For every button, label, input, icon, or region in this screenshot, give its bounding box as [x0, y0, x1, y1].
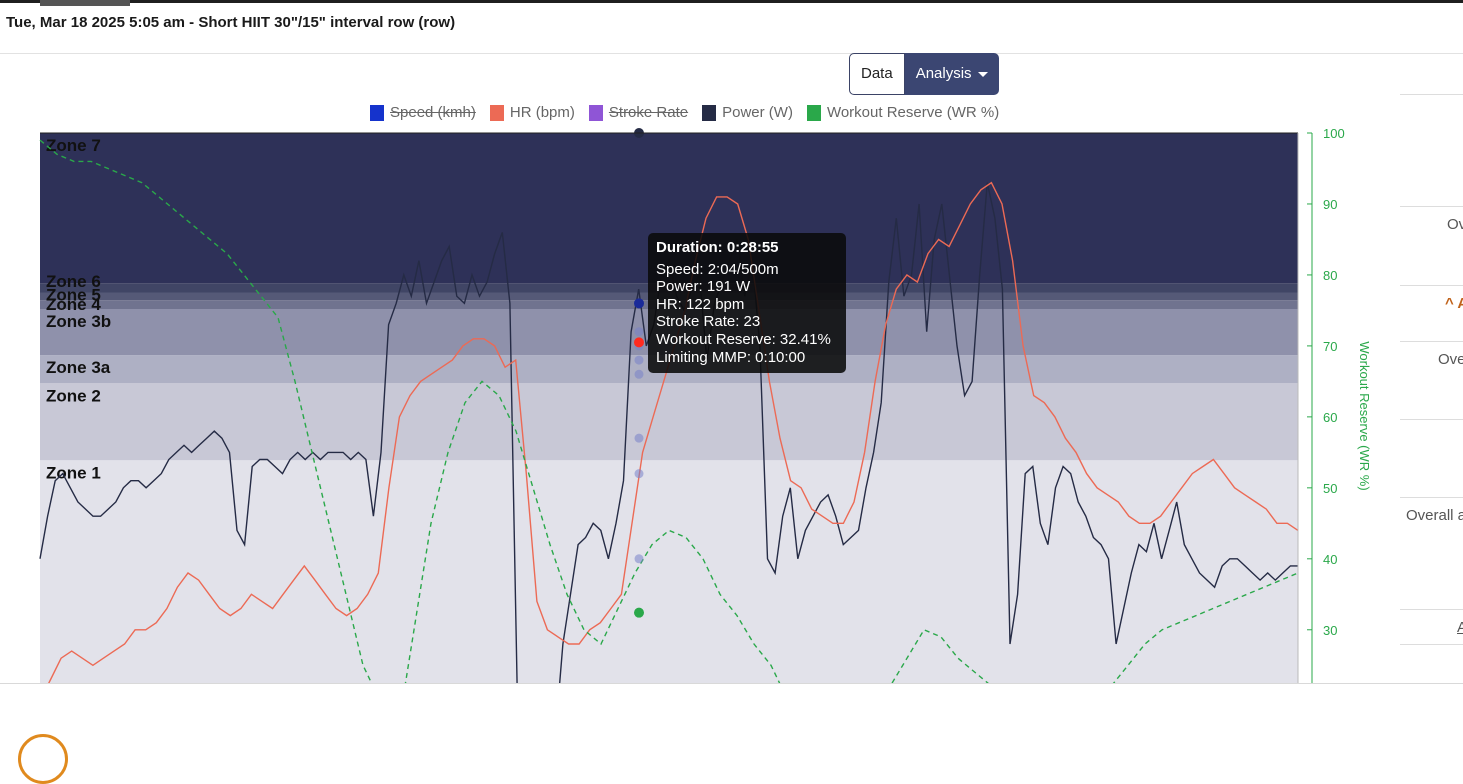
- right-axis-tick-label: 90: [1323, 197, 1337, 212]
- right-axis-label: Workout Reserve (WR %): [1357, 341, 1372, 490]
- right-axis-tick-label: 100: [1323, 126, 1345, 141]
- tooltip-line: Limiting MMP: 0:10:00: [656, 348, 806, 366]
- right-axis-tick-label: 80: [1323, 268, 1337, 283]
- side-panel-text: A: [1457, 619, 1463, 636]
- side-panel-row: [1400, 94, 1463, 173]
- page-title: Tue, Mar 18 2025 5:05 am - Short HIIT 30…: [6, 14, 456, 31]
- legend-item-stroke-rate[interactable]: Stroke Rate: [588, 104, 689, 121]
- right-axis-tick-label: 40: [1323, 552, 1337, 567]
- right-axis-tick-label: 70: [1323, 339, 1337, 354]
- zone-label: Zone 5: [46, 286, 101, 305]
- side-panel-text: Overall a: [1406, 507, 1463, 524]
- hover-marker: [634, 355, 644, 365]
- zone-label: Zone 3b: [46, 312, 111, 331]
- hover-marker: [634, 607, 644, 618]
- tooltip-line: Speed: 2:04/500m: [656, 260, 779, 278]
- tooltip-line: Workout Reserve: 32.41%: [656, 330, 831, 348]
- side-panel-text: Ove: [1438, 351, 1463, 368]
- zone-label: Zone 7: [46, 136, 101, 155]
- legend-label: Workout Reserve (WR %): [826, 104, 1000, 121]
- zone-label: Zone 3a: [46, 358, 111, 377]
- zone-label: Zone 2: [46, 386, 101, 405]
- tooltip-title: Duration: 0:28:55: [656, 239, 779, 256]
- chart-legend: Speed (kmh) HR (bpm) Stroke Rate Power (…: [370, 104, 999, 121]
- hover-marker: [634, 469, 644, 479]
- legend-item-hr[interactable]: HR (bpm): [489, 104, 575, 121]
- side-panel-row: Ove: [1400, 341, 1463, 420]
- side-panel-row: Overall a: [1400, 497, 1463, 576]
- legend-label: HR (bpm): [509, 104, 575, 121]
- hover-marker: [634, 554, 644, 564]
- legend-swatch: [588, 104, 603, 121]
- hover-marker: [634, 433, 644, 443]
- zone-label: Zone 1: [46, 463, 101, 482]
- zone-label: Zone 4: [46, 295, 101, 314]
- section-divider: [0, 683, 1463, 684]
- top-border-fragment: [40, 0, 130, 6]
- side-panel-row: [1400, 644, 1463, 680]
- right-axis-tick-label: 60: [1323, 410, 1337, 425]
- legend-item-power[interactable]: Power (W): [702, 104, 793, 121]
- side-panel-row[interactable]: ^ A: [1400, 285, 1463, 341]
- tooltip-line: Power: 191 W: [656, 278, 751, 296]
- right-axis-tick-label: 30: [1323, 623, 1337, 638]
- side-panel-text: ^ A: [1445, 295, 1463, 312]
- hover-marker: [634, 327, 644, 337]
- side-panel-row[interactable]: A: [1400, 609, 1463, 645]
- analysis-label: Analysis: [915, 65, 972, 82]
- side-panel-text: Ov: [1447, 216, 1463, 233]
- hover-marker: [634, 298, 644, 309]
- side-panel: Ov ^ A Ove Overall a A: [1400, 94, 1463, 684]
- legend-swatch: [370, 104, 384, 121]
- hover-marker: [634, 337, 644, 348]
- legend-label: Speed (kmh): [390, 104, 476, 121]
- chevron-down-icon: [977, 71, 988, 77]
- legend-swatch: [806, 104, 821, 121]
- zone-label: Zone 6: [46, 272, 101, 291]
- avatar: [18, 734, 68, 784]
- legend-swatch: [702, 104, 717, 121]
- analysis-dropdown-button[interactable]: Analysis: [904, 53, 999, 95]
- legend-label: Stroke Rate: [608, 104, 689, 121]
- zone-band: [40, 383, 1298, 461]
- legend-swatch: [489, 104, 504, 121]
- chart-tooltip: Duration: 0:28:55 Speed: 2:04/500m Power…: [648, 233, 846, 373]
- top-border: [0, 0, 1463, 3]
- tooltip-line: HR: 122 bpm: [656, 295, 745, 313]
- side-panel-row: Ov: [1400, 206, 1463, 285]
- data-button[interactable]: Data: [849, 53, 905, 95]
- side-panel-row: [1400, 419, 1463, 498]
- legend-item-workout-reserve[interactable]: Workout Reserve (WR %): [806, 104, 1000, 121]
- right-axis-tick-label: 50: [1323, 481, 1337, 496]
- title-divider: [0, 53, 1463, 54]
- tooltip-line: Stroke Rate: 23: [656, 313, 761, 331]
- hover-marker: [634, 369, 644, 379]
- legend-label: Power (W): [722, 104, 793, 121]
- legend-item-speed[interactable]: Speed (kmh): [370, 104, 476, 121]
- view-toggle: Data Analysis: [849, 53, 999, 95]
